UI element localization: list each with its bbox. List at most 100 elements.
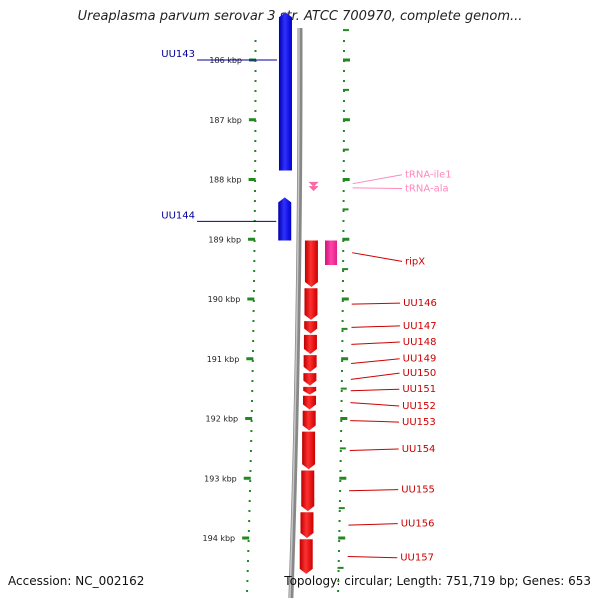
scale-dot-left (254, 40, 257, 42)
scale-dot-left (248, 490, 251, 492)
gene-label[interactable]: UU148 (403, 337, 437, 348)
scale-dot-right (342, 90, 345, 92)
leader-line (350, 388, 400, 392)
scale-dot-right (342, 140, 345, 142)
scale-dot-right (342, 40, 345, 42)
scale-dot-right (342, 210, 345, 212)
scale-dot-left (254, 110, 257, 112)
scale-minor-tick (340, 387, 347, 390)
scale-dot-right (339, 490, 342, 492)
scale-dot-left (247, 550, 250, 552)
scale-dot-right (339, 440, 342, 442)
gene-label[interactable]: UU150 (403, 368, 437, 379)
scale-tick-left (246, 357, 254, 361)
feature-UU157 (299, 539, 313, 574)
scale-dot-right (342, 230, 345, 232)
scale-minor-tick (337, 566, 344, 569)
scale-dot-right (342, 170, 345, 172)
scale-dot-left (254, 160, 257, 162)
scale-dot-right (337, 550, 340, 552)
scale-tick-label: 187 kbp (209, 116, 242, 125)
gene-label[interactable]: tRNA-ile1 (405, 170, 452, 181)
scale-tick-label: 189 kbp (208, 235, 241, 244)
scale-minor-tick (342, 88, 349, 91)
gene-label[interactable]: UU154 (402, 444, 436, 455)
scale-dot-left (252, 330, 255, 332)
scale-tick-right (341, 357, 349, 361)
scale-dot-left (253, 260, 256, 262)
gene-label[interactable]: UU152 (402, 401, 436, 412)
scale-dot-right (341, 330, 344, 332)
scale-dot-right (341, 340, 344, 342)
scale-dot-left (246, 570, 249, 572)
scale-dot-left (253, 190, 256, 192)
gene-label[interactable]: UU147 (403, 321, 437, 332)
scale-dot-left (253, 270, 256, 272)
leader-line (351, 302, 401, 305)
gene-label[interactable]: UU143 (161, 49, 195, 60)
gene-label[interactable]: tRNA-ala (405, 183, 449, 194)
scale-dot-right (338, 510, 341, 512)
gene-label[interactable]: UU155 (401, 485, 435, 496)
feature-UU149 (303, 355, 317, 372)
gene-label[interactable]: UU151 (402, 384, 436, 395)
scale-dot-left (246, 580, 249, 582)
scale-dot-right (341, 290, 344, 292)
scale-dot-left (250, 440, 253, 442)
scale-tick-left (247, 297, 255, 301)
scale-dot-right (341, 360, 344, 362)
gene-label[interactable]: UU157 (400, 553, 434, 564)
scale-dot-left (254, 100, 257, 102)
scale-dot-right (342, 270, 345, 272)
scale-dot-right (342, 200, 345, 202)
leader-line (352, 252, 403, 262)
scale-tick-left (245, 417, 253, 420)
scale-dot-right (337, 560, 340, 562)
scale-minor-tick (338, 507, 345, 510)
scale-tick-left (243, 476, 251, 480)
gene-label[interactable]: UU153 (402, 417, 436, 428)
feature-UU147 (304, 321, 318, 334)
scale-dot-left (248, 500, 251, 502)
scale-dot-left (249, 470, 252, 472)
scale-tick-label: 191 kbp (207, 355, 240, 364)
leader-line (347, 556, 398, 559)
gene-label[interactable]: UU156 (401, 519, 435, 530)
scale-dot-left (253, 200, 256, 202)
map-title: Ureaplasma parvum serovar 3 str. ATCC 70… (77, 9, 523, 24)
scale-dot-left (253, 280, 256, 282)
scale-dot-right (341, 350, 344, 352)
feature-UU153 (302, 410, 316, 431)
scale-tick-label: 194 kbp (203, 534, 236, 543)
scale-dot-left (248, 520, 251, 522)
scale-dot-left (249, 480, 252, 482)
scale-dot-right (342, 250, 345, 252)
leader-line (350, 420, 400, 423)
scale-tick-left (248, 118, 256, 122)
topology-text: Topology: circular; Length: 751,719 bp; … (284, 574, 591, 588)
scale-dot-left (250, 430, 253, 432)
feature-ripX (325, 240, 338, 265)
feature-tRNA-ala (308, 186, 319, 192)
scale-dot-left (250, 420, 253, 422)
gene-label[interactable]: ripX (405, 256, 425, 267)
scale-dot-right (339, 460, 342, 462)
scale-dot-right (338, 520, 341, 522)
gene-label[interactable]: UU149 (403, 354, 437, 365)
scale-dot-left (254, 150, 257, 152)
leader-line (349, 448, 399, 451)
scale-dot-left (246, 590, 249, 592)
scale-dot-right (340, 400, 343, 402)
gene-label[interactable]: UU144 (161, 210, 195, 221)
gene-label[interactable]: UU146 (403, 298, 437, 309)
scale-dot-right (338, 500, 341, 502)
scale-dot-right (337, 580, 340, 582)
scale-dot-left (254, 130, 257, 132)
scale-minor-tick (342, 208, 349, 211)
scale-tick-label: 193 kbp (204, 474, 237, 483)
leader-line (352, 174, 403, 185)
scale-tick-left (248, 237, 256, 241)
scale-dot-right (342, 150, 345, 152)
scale-dot-left (247, 540, 250, 542)
